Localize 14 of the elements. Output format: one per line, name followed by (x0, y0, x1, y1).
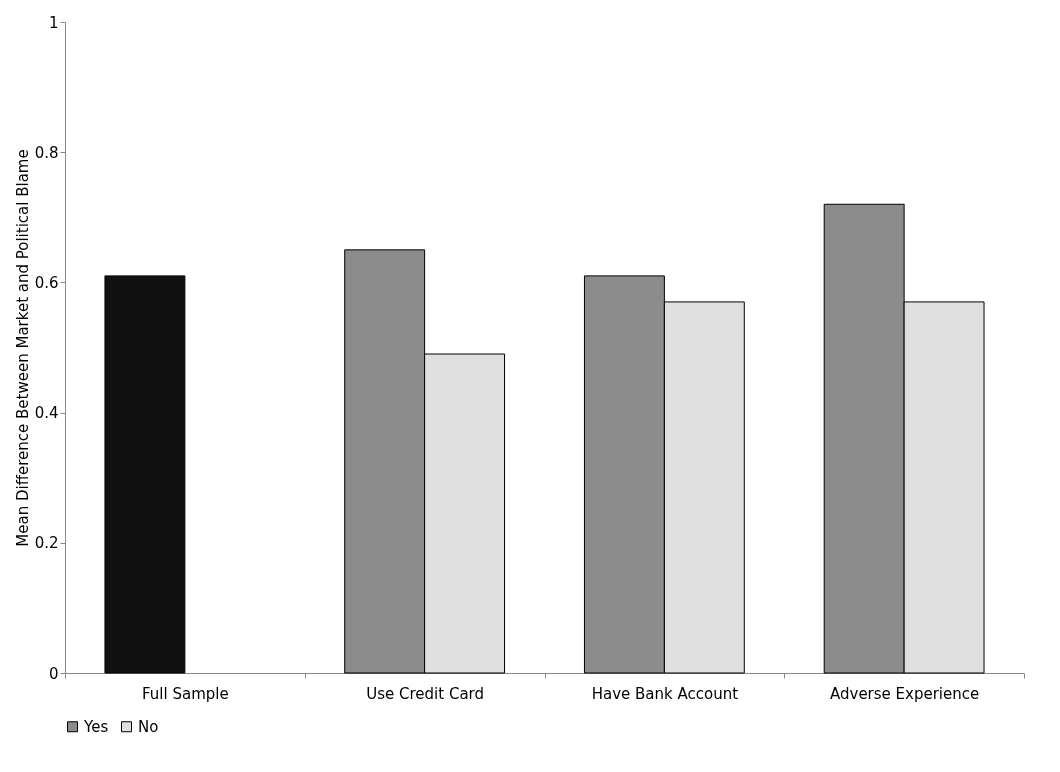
y-tick-label: 1 (48, 13, 59, 32)
legend-label: No (138, 717, 159, 736)
y-axis-title: Mean Difference Between Market and Political Blame (13, 149, 32, 547)
y-tick-label: 0.4 (34, 404, 59, 423)
y-tick-label: 0.8 (34, 143, 59, 162)
x-tick-label: Have Bank Account (591, 684, 739, 703)
x-tick-label: Adverse Experience (829, 684, 980, 703)
y-tick-label: 0.2 (34, 534, 59, 553)
x-tick-label: Use Credit Card (366, 684, 485, 703)
legend-label: Yes (83, 717, 109, 736)
y-tick-label: 0.6 (34, 273, 59, 292)
x-tick-label: Full Sample (142, 684, 229, 703)
bar (104, 275, 186, 674)
y-tick-label: 0 (48, 664, 59, 683)
